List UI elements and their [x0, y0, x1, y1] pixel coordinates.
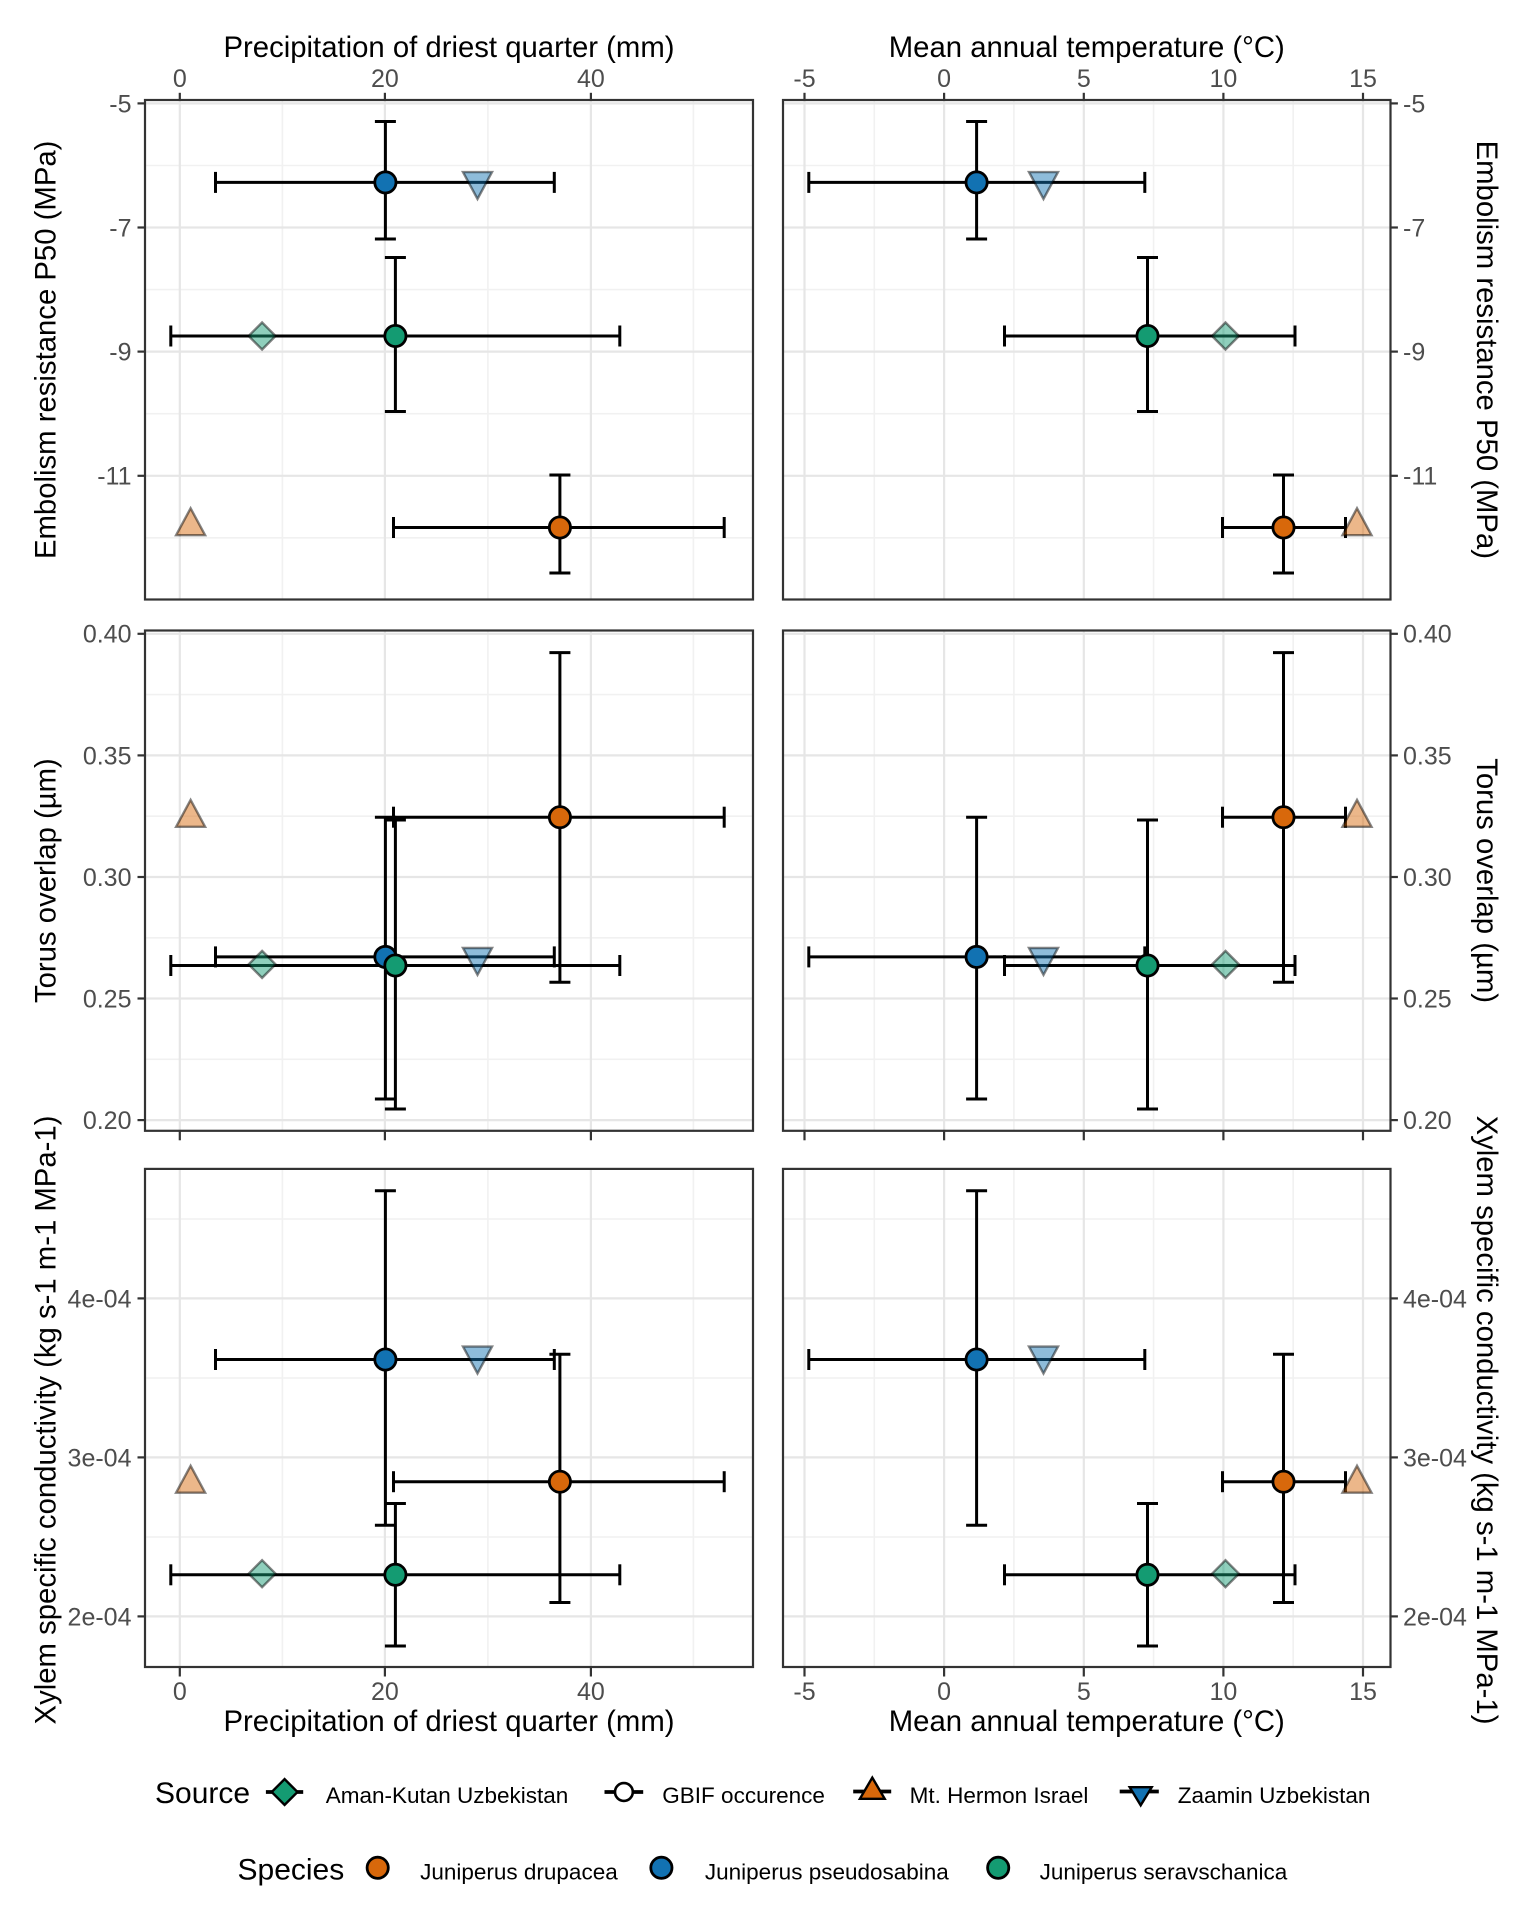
svg-text:0.40: 0.40 [83, 621, 132, 649]
svg-text:40: 40 [577, 1678, 605, 1706]
svg-text:Species: Species [238, 1853, 345, 1886]
svg-text:Precipitation of driest quarte: Precipitation of driest quarter (mm) [224, 1705, 675, 1738]
svg-text:Juniperus seravschanica: Juniperus seravschanica [1040, 1859, 1288, 1884]
svg-text:-5: -5 [793, 65, 815, 93]
svg-text:0.30: 0.30 [83, 864, 132, 892]
svg-text:15: 15 [1349, 65, 1377, 93]
svg-text:Embolism resistance P50 (MPa): Embolism resistance P50 (MPa) [30, 141, 63, 559]
svg-text:2e-04: 2e-04 [68, 1603, 132, 1631]
svg-text:Xylem specific conductivity (k: Xylem specific conductivity (kg s-1 m-1 … [30, 1116, 63, 1725]
svg-text:0: 0 [937, 65, 951, 93]
svg-text:4e-04: 4e-04 [1403, 1285, 1467, 1313]
svg-text:40: 40 [577, 65, 605, 93]
svg-text:15: 15 [1349, 1678, 1377, 1706]
svg-text:10: 10 [1209, 65, 1237, 93]
svg-text:20: 20 [371, 65, 399, 93]
svg-text:5: 5 [1077, 1678, 1091, 1706]
svg-text:0: 0 [173, 65, 187, 93]
svg-text:Mean annual temperature (°C): Mean annual temperature (°C) [889, 31, 1285, 64]
svg-text:0.35: 0.35 [83, 742, 132, 770]
svg-text:Precipitation of driest quarte: Precipitation of driest quarter (mm) [224, 31, 675, 64]
svg-text:Juniperus pseudosabina: Juniperus pseudosabina [705, 1859, 949, 1884]
svg-text:3e-04: 3e-04 [68, 1444, 132, 1472]
svg-text:-9: -9 [1403, 339, 1425, 367]
svg-text:4e-04: 4e-04 [68, 1285, 132, 1313]
svg-text:5: 5 [1077, 65, 1091, 93]
svg-text:0.20: 0.20 [1403, 1107, 1452, 1135]
svg-text:Aman-Kutan Uzbekistan: Aman-Kutan Uzbekistan [326, 1783, 569, 1808]
svg-text:20: 20 [371, 1678, 399, 1706]
svg-text:0.35: 0.35 [1403, 742, 1452, 770]
svg-text:0: 0 [937, 1678, 951, 1706]
svg-text:-5: -5 [109, 90, 131, 118]
svg-text:Torus overlap (µm): Torus overlap (µm) [30, 758, 63, 1003]
svg-text:3e-04: 3e-04 [1403, 1444, 1467, 1472]
svg-text:-7: -7 [109, 214, 131, 242]
svg-text:-11: -11 [1403, 463, 1437, 491]
svg-text:Embolism resistance P50 (MPa): Embolism resistance P50 (MPa) [1470, 141, 1503, 559]
svg-text:Xylem specific conductivity (k: Xylem specific conductivity (kg s-1 m-1 … [1470, 1116, 1503, 1725]
svg-text:0.25: 0.25 [83, 985, 132, 1013]
svg-text:-9: -9 [109, 339, 131, 367]
svg-text:Zaamin Uzbekistan: Zaamin Uzbekistan [1178, 1783, 1371, 1808]
svg-text:Torus overlap (µm): Torus overlap (µm) [1470, 758, 1503, 1003]
svg-text:10: 10 [1209, 1678, 1237, 1706]
svg-text:-7: -7 [1403, 214, 1425, 242]
svg-text:0.20: 0.20 [83, 1107, 132, 1135]
svg-text:Juniperus drupacea: Juniperus drupacea [420, 1859, 618, 1884]
svg-text:Mt. Hermon Israel: Mt. Hermon Israel [910, 1783, 1089, 1808]
svg-text:0.25: 0.25 [1403, 985, 1452, 1013]
svg-text:-5: -5 [793, 1678, 815, 1706]
svg-text:Source: Source [155, 1777, 250, 1810]
svg-text:-5: -5 [1403, 90, 1425, 118]
svg-text:0: 0 [173, 1678, 187, 1706]
svg-text:2e-04: 2e-04 [1403, 1603, 1467, 1631]
svg-text:0.30: 0.30 [1403, 864, 1452, 892]
svg-text:-11: -11 [97, 463, 131, 491]
svg-text:GBIF occurence: GBIF occurence [662, 1783, 825, 1808]
svg-text:Mean annual temperature (°C): Mean annual temperature (°C) [889, 1705, 1285, 1738]
svg-text:0.40: 0.40 [1403, 621, 1452, 649]
